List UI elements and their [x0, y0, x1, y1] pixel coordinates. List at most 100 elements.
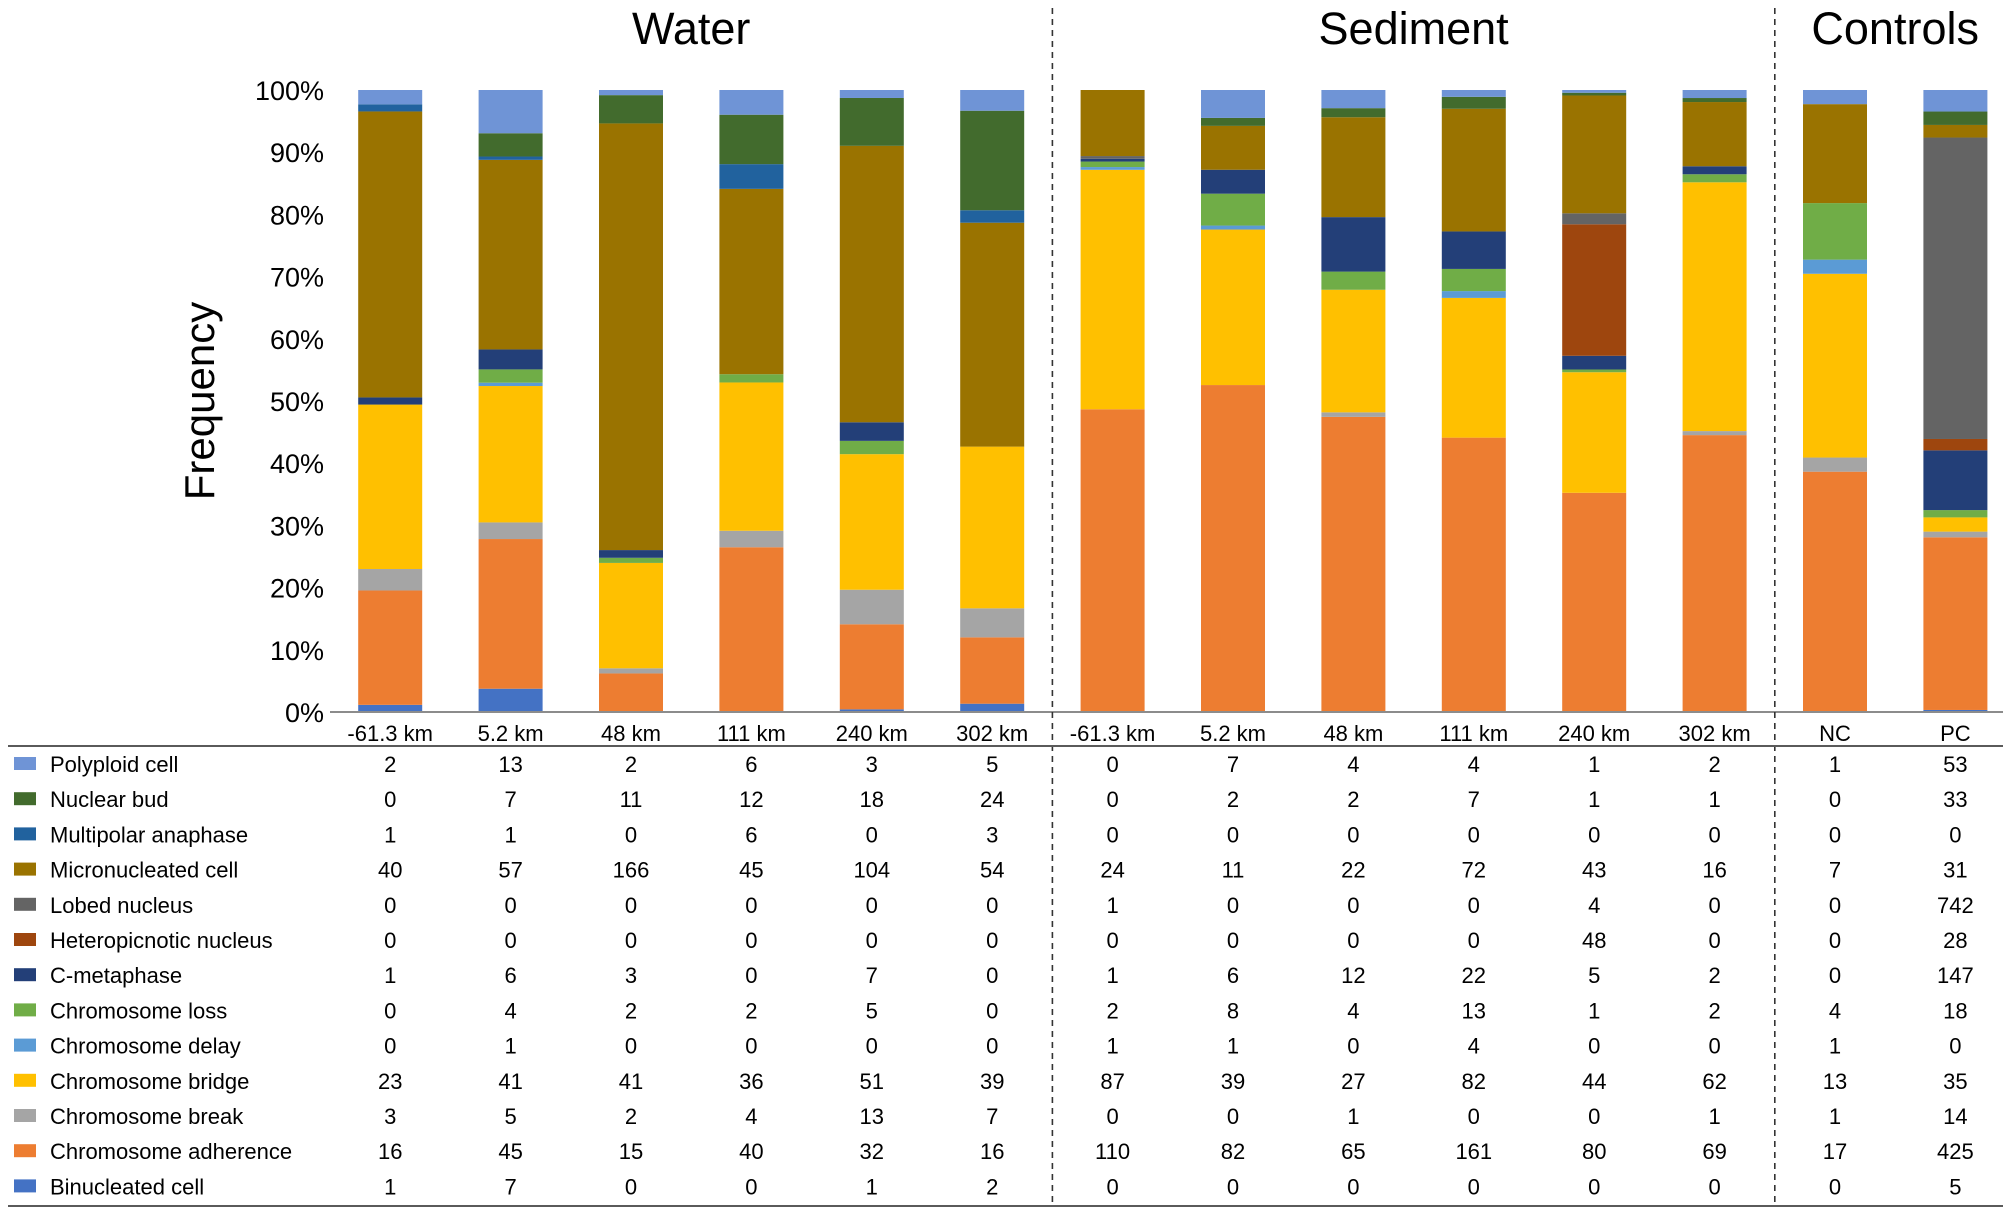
series-name: Chromosome loss [50, 998, 227, 1023]
bar-segment [839, 145, 904, 423]
table-cell: 0 [1106, 1104, 1118, 1129]
table-cell: 23 [378, 1069, 402, 1094]
table-cell: 0 [625, 928, 637, 953]
table-cell: 8 [1227, 998, 1239, 1023]
bar-segment [960, 608, 1025, 638]
bar-segment [358, 404, 423, 570]
table-cell: 0 [384, 928, 396, 953]
table-cell: 11 [620, 787, 643, 812]
series-name: Heteropicnotic nucleus [50, 928, 273, 953]
y-tick-label: 40% [270, 449, 324, 479]
table-cell: 0 [1227, 1104, 1239, 1129]
table-cell: 0 [625, 1174, 637, 1199]
table-cell: 0 [1708, 1034, 1720, 1059]
table-cell: 7 [1468, 787, 1480, 812]
table-cell: 62 [1702, 1069, 1726, 1094]
table-cell: 82 [1462, 1069, 1486, 1094]
y-tick-label: 10% [270, 636, 324, 666]
bar-segment [719, 547, 784, 712]
table-cell: 0 [1708, 893, 1720, 918]
x-tick-label: -61.3 km [347, 721, 433, 746]
table-cell: 3 [866, 752, 878, 777]
table-cell: 0 [1106, 822, 1118, 847]
bar-segment [719, 90, 784, 115]
table-cell: 0 [384, 787, 396, 812]
table-cell: 0 [1468, 1174, 1480, 1199]
table-cell: 742 [1937, 893, 1974, 918]
bar-segment [1321, 90, 1386, 109]
table-cell: 0 [1347, 1174, 1359, 1199]
bar-segment [1803, 457, 1867, 472]
bar-segment [960, 90, 1025, 111]
table-cell: 0 [1468, 928, 1480, 953]
table-cell: 4 [1468, 752, 1480, 777]
bar-segment [599, 95, 663, 124]
bar-segment [1201, 125, 1265, 170]
table-cell: 53 [1943, 752, 1967, 777]
bar-segment [1682, 166, 1747, 175]
bar-segment [358, 90, 423, 105]
bar-segment [839, 454, 904, 590]
bar-segment [599, 90, 663, 96]
bar-segment [478, 386, 543, 523]
table-cell: 0 [1829, 963, 1841, 988]
table-cell: 1 [504, 1034, 516, 1059]
table-cell: 31 [1943, 858, 1967, 883]
bar-segment [478, 156, 543, 160]
bar-segment [478, 159, 543, 350]
table-cell: 40 [739, 1139, 763, 1164]
table-cell: 0 [745, 963, 757, 988]
table-cell: 0 [1347, 1034, 1359, 1059]
table-cell: 110 [1095, 1139, 1130, 1164]
table-cell: 1 [1106, 893, 1118, 918]
table-cell: 0 [1949, 1034, 1961, 1059]
series-name: Nuclear bud [50, 787, 169, 812]
table-cell: 57 [498, 858, 522, 883]
table-cell: 7 [866, 963, 878, 988]
table-cell: 425 [1937, 1139, 1974, 1164]
bar-segment [719, 114, 784, 165]
table-cell: 2 [1106, 998, 1118, 1023]
bar-segment [719, 382, 784, 531]
y-tick-label: 50% [270, 387, 324, 417]
table-cell: 3 [384, 1104, 396, 1129]
table-cell: 0 [625, 1034, 637, 1059]
table-cell: 43 [1582, 858, 1606, 883]
table-cell: 0 [745, 1174, 757, 1199]
legend-swatch [14, 792, 36, 806]
table-cell: 1 [1829, 1034, 1841, 1059]
table-cell: 0 [745, 893, 757, 918]
table-cell: 5 [1588, 963, 1600, 988]
bar-segment [960, 222, 1025, 447]
x-tick-label: NC [1819, 721, 1851, 746]
legend-swatch [14, 757, 36, 770]
table-cell: 0 [384, 1034, 396, 1059]
bar-segment [478, 539, 543, 689]
y-tick-label: 0% [285, 698, 324, 728]
table-cell: 6 [504, 963, 516, 988]
bar-segment [1923, 90, 1988, 112]
table-cell: 0 [504, 893, 516, 918]
table-cell: 41 [498, 1069, 522, 1094]
legend-swatch [14, 1109, 36, 1122]
table-cell: 0 [1588, 822, 1600, 847]
bar-segment [1682, 435, 1747, 712]
bar-segment [1321, 412, 1386, 417]
table-cell: 3 [625, 963, 637, 988]
table-cell: 16 [1702, 858, 1726, 883]
bar-segment [1923, 531, 1988, 538]
table-cell: 2 [625, 998, 637, 1023]
bar-segment [1923, 709, 1988, 712]
bar-segment [358, 111, 423, 398]
bar-segment [960, 637, 1025, 704]
legend-swatch [14, 1003, 36, 1017]
table-cell: 82 [1221, 1139, 1245, 1164]
bar-segment [478, 133, 543, 157]
table-cell: 13 [1823, 1069, 1847, 1094]
bar-segment [719, 188, 784, 375]
bar-segment [1080, 409, 1145, 712]
table-cell: 22 [1341, 858, 1365, 883]
table-cell: 0 [1588, 1104, 1600, 1129]
bar-segment [960, 210, 1025, 223]
